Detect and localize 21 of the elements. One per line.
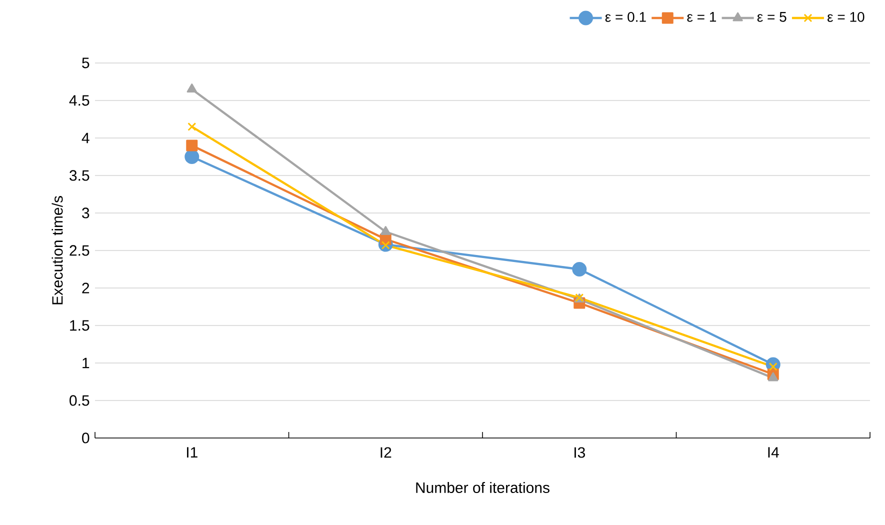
x-tick-label: I2 (380, 447, 392, 458)
legend-label: ε = 10 (828, 12, 864, 22)
y-axis-title: Execution time/s (52, 196, 63, 304)
x-tick-label: I4 (768, 447, 779, 458)
y-tick-label: 1 (82, 358, 90, 368)
y-tick-label: 3 (82, 208, 90, 218)
y-tick-label: 4 (82, 132, 90, 144)
y-tick-label: 5 (82, 58, 90, 68)
legend-label: ε = 5 (757, 12, 786, 22)
y-tick-label: 0.5 (70, 395, 90, 406)
legend-label: ε = 0.1 (605, 12, 646, 22)
x-tick-label: I3 (574, 447, 585, 458)
y-tick-label: 3.5 (70, 170, 90, 181)
y-tick-label: 1.5 (70, 320, 90, 331)
y-tick-label: 2 (82, 282, 90, 294)
y-tick-label: 0 (82, 432, 90, 444)
legend-label: ε = 1 (687, 12, 716, 22)
x-axis-title: Number of iterations (416, 482, 550, 494)
x-tick-label: I1 (187, 447, 198, 458)
y-tick-label: 4.5 (69, 95, 90, 106)
y-tick-label: 2.5 (70, 245, 90, 256)
